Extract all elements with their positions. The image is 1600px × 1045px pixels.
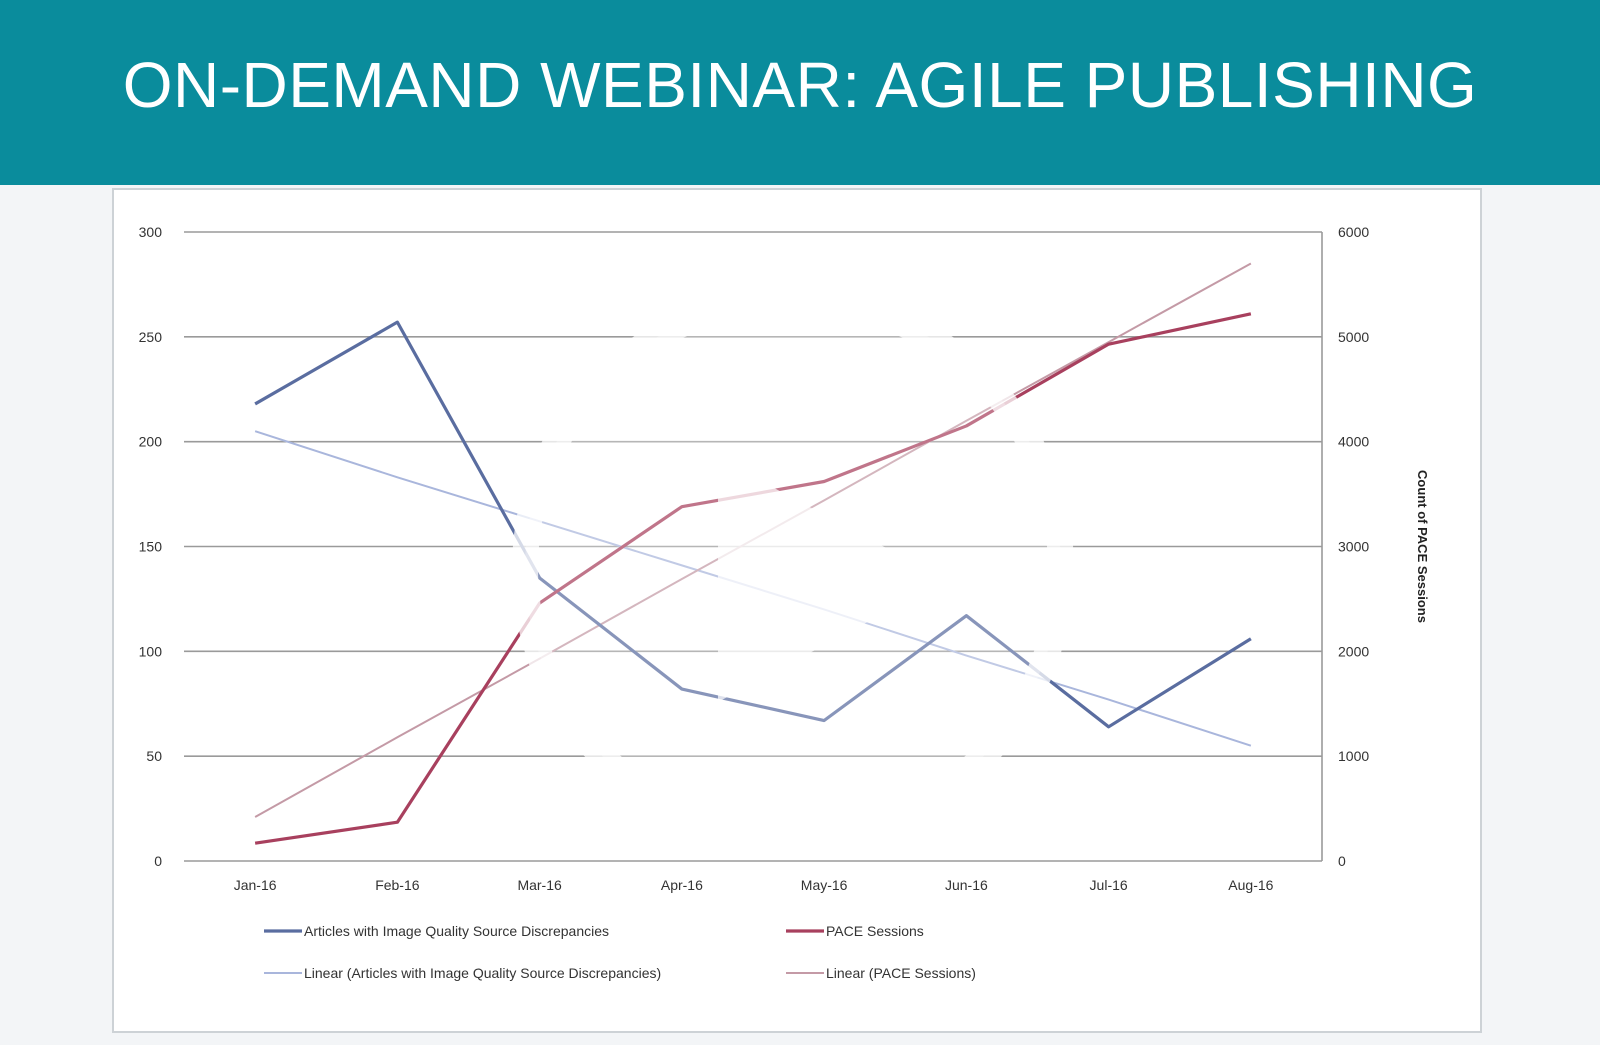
x-tick-label: Aug-16: [1228, 877, 1273, 893]
x-tick-label: Jul-16: [1090, 877, 1128, 893]
banner-title: ON-DEMAND WEBINAR: AGILE PUBLISHING: [122, 49, 1478, 121]
y-left-tick-label: 150: [139, 539, 163, 555]
x-tick-label: Jan-16: [234, 877, 277, 893]
y-left-tick-label: 300: [139, 224, 163, 240]
x-tick-label: Apr-16: [661, 877, 703, 893]
legend-label: Linear (Articles with Image Quality Sour…: [304, 965, 661, 981]
y-left-tick-label: 200: [139, 434, 163, 450]
play-button[interactable]: [512, 287, 1074, 849]
y-right-tick-label: 6000: [1338, 224, 1369, 240]
x-tick-label: May-16: [801, 877, 848, 893]
y-right-tick-label: 0: [1338, 853, 1346, 869]
play-icon[interactable]: [718, 458, 946, 702]
y-left-tick-label: 50: [146, 748, 162, 764]
x-tick-label: Jun-16: [945, 877, 988, 893]
y-left-tick-label: 100: [139, 643, 163, 659]
legend-label: Linear (PACE Sessions): [826, 965, 976, 981]
y-right-tick-label: 4000: [1338, 434, 1369, 450]
x-tick-label: Feb-16: [375, 877, 420, 893]
y-right-tick-label: 2000: [1338, 643, 1369, 659]
y-right-tick-label: 3000: [1338, 539, 1369, 555]
y-left-tick-label: 250: [139, 329, 163, 345]
y-left-tick-label: 0: [154, 853, 162, 869]
x-tick-label: Mar-16: [517, 877, 562, 893]
series-line-0: [254, 320, 1252, 729]
y-right-tick-label: 5000: [1338, 329, 1369, 345]
webinar-banner: ON-DEMAND WEBINAR: AGILE PUBLISHING: [0, 0, 1600, 185]
line-chart: 0501001502002503000100020003000400050006…: [139, 224, 1430, 981]
legend-label: PACE Sessions: [826, 923, 924, 939]
y-right-axis-title: Count of PACE Sessions: [1415, 470, 1430, 623]
legend-label: Articles with Image Quality Source Discr…: [304, 923, 609, 939]
y-right-tick-label: 1000: [1338, 748, 1369, 764]
